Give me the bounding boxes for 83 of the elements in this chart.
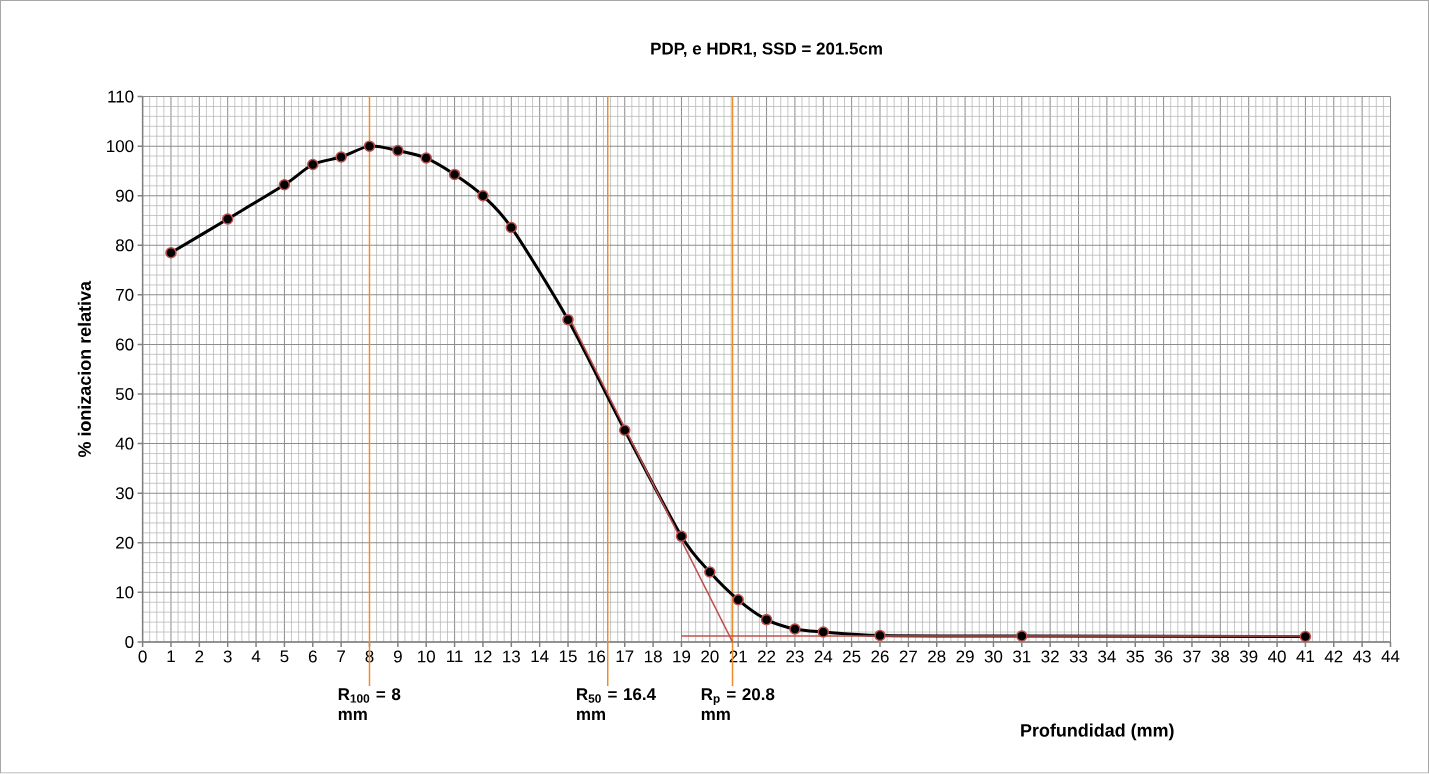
x-tick-label: 41 [1296,650,1314,663]
y-tick-label: 0 [125,636,134,649]
y-tick-label: 20 [116,537,134,550]
point [760,614,773,626]
x-tick-label: 29 [956,650,974,663]
x-tick-label: 34 [1098,650,1116,663]
chart-title: PDP, e HDR1, SSD = 201.5cm [651,42,882,58]
point [562,314,574,326]
x-tick-label: 1 [167,650,175,663]
x-tick-label: 13 [503,650,520,663]
x-tick-label: 16 [588,650,606,663]
x-tick-label: 27 [899,650,917,663]
x-tick-label: 7 [337,650,345,663]
y-tick-label: 110 [108,90,134,103]
y-axis-title: % ionizacion relativa [77,281,91,458]
x-tick-label: 11 [447,650,463,663]
point [618,424,631,437]
x-tick-label: 14 [531,650,549,663]
x-tick-label: 0 [138,650,147,663]
y-tick-label: 10 [116,586,134,599]
x-tick-label: 15 [559,650,577,663]
point [165,247,177,259]
x-tick-label: 31 [1013,650,1031,663]
x-tick-label: 5 [280,650,289,663]
y-tick-label: 60 [116,338,134,351]
x-tick-label: 26 [871,650,889,663]
y-tick-label: 50 [115,388,134,401]
ref-line-label: R$_{100}$ = 8 mm [338,688,401,721]
x-tick-label: 6 [308,650,317,663]
x-axis-title: Profundidad (mm) [1021,723,1174,741]
point [335,151,347,164]
x-tick-label: 42 [1324,650,1343,663]
point [307,158,319,171]
point [704,566,716,579]
x-tick-label: 40 [1268,650,1286,663]
point [363,140,376,153]
point [477,190,489,202]
x-tick-label: 32 [1041,650,1059,663]
x-tick-label: 43 [1353,650,1371,663]
point [392,145,404,157]
x-tick-label: 4 [251,650,261,663]
point [278,179,291,191]
x-tick-label: 35 [1126,650,1144,663]
x-tick-label: 25 [843,650,861,663]
y-tick-label: 100 [107,140,134,153]
x-tick-label: 22 [757,650,776,663]
point [732,594,744,606]
x-tick-label: 44 [1381,650,1400,663]
x-tick-label: 37 [1183,650,1201,663]
x-tick-label: 3 [223,650,232,663]
point [420,152,432,165]
x-tick-label: 2 [195,650,204,663]
x-tick-label: 19 [673,650,691,663]
y-tick-label: 70 [116,289,134,302]
x-tick-label: 12 [474,650,492,663]
x-tick-label: 28 [928,650,946,663]
x-tick-label: 36 [1154,650,1173,663]
point [221,213,234,225]
x-tick-label: 24 [814,650,833,663]
x-tick-label: 38 [1211,650,1230,663]
point [789,623,801,636]
y-tick-label: 80 [115,239,134,252]
ref-line-label: R$_{p}$ = 20.8 mm [701,688,775,721]
point [505,221,518,234]
point [1016,630,1028,642]
x-tick-label: 10 [418,650,435,663]
y-tick-label: 90 [116,189,134,202]
y-tick-label: 40 [115,437,134,450]
point [448,168,461,181]
point [675,530,688,543]
x-tick-label: 18 [644,650,662,663]
x-tick-label: 30 [984,650,1003,663]
x-tick-label: 23 [786,650,804,663]
x-tick-label: 39 [1239,650,1258,663]
x-tick-label: 17 [616,650,634,663]
x-tick-label: 9 [393,650,402,663]
point [1299,630,1312,643]
x-tick-label: 20 [701,650,719,663]
point [817,626,830,639]
x-tick-label: 33 [1069,650,1088,663]
point [874,629,886,642]
ref-line-label: R$_{50}$ = 16.4 mm [577,688,656,721]
y-tick-label: 30 [115,487,134,500]
